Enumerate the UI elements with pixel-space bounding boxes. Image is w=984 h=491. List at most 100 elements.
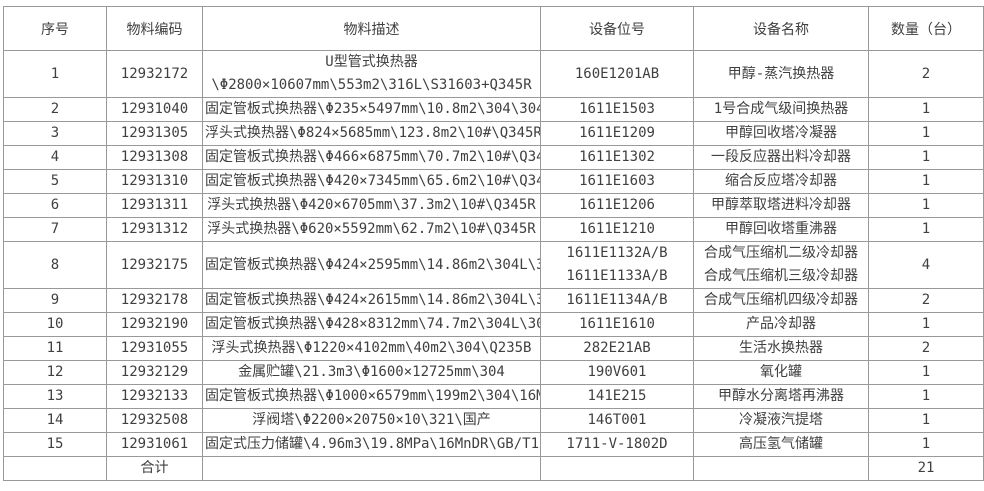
cell-equipment-tag: 1611E1603 (540, 169, 694, 194)
cell-seq: 1 (3, 50, 107, 98)
cell-seq: 3 (3, 121, 107, 146)
cell-equipment-tag: 1611E1302 (540, 145, 694, 170)
cell-equipment-tag: 282E21AB (540, 336, 694, 361)
cell-material-code: 12932172 (106, 50, 203, 98)
cell-equipment-name: 甲醇水分离塔再沸器 (693, 384, 869, 409)
cell-quantity: 1 (868, 145, 984, 170)
cell-quantity: 21 (868, 456, 984, 481)
cell-material-code: 12931061 (106, 432, 203, 457)
table-row: 7 12931312 浮头式换热器\Φ620×5592mm\62.7m2\10#… (3, 217, 984, 242)
cell-quantity: 1 (868, 217, 984, 242)
cell-material-code: 12932175 (106, 241, 203, 289)
cell-seq: 10 (3, 312, 107, 337)
equipment-table: 序号 物料编码 物料描述 设备位号 设备名称 数量（台） 1 12932172 … (3, 6, 984, 481)
col-header-equipment-tag: 设备位号 (540, 6, 694, 51)
cell-seq: 5 (3, 169, 107, 194)
cell-seq: 6 (3, 193, 107, 218)
cell-seq: 9 (3, 288, 107, 313)
cell-seq: 13 (3, 384, 107, 409)
cell-equipment-tag (540, 456, 694, 481)
cell-equipment-tag: 1611E1503 (540, 97, 694, 122)
cell-seq: 11 (3, 336, 107, 361)
cell-quantity: 2 (868, 336, 984, 361)
cell-equipment-tag: 1611E1210 (540, 217, 694, 242)
cell-seq: 4 (3, 145, 107, 170)
cell-equipment-name: 生活水换热器 (693, 336, 869, 361)
cell-equipment-tag: 1611E1134A/B (540, 288, 694, 313)
cell-quantity: 1 (868, 360, 984, 385)
table-row: 6 12931311 浮头式换热器\Φ420×6705mm\37.3m2\10#… (3, 193, 984, 218)
cell-equipment-tag: 1611E1209 (540, 121, 694, 146)
cell-seq (3, 456, 107, 481)
cell-seq: 7 (3, 217, 107, 242)
cell-equipment-name: 甲醇-蒸汽换热器 (693, 50, 869, 98)
cell-material-code: 12931305 (106, 121, 203, 146)
cell-material-code: 12932133 (106, 384, 203, 409)
col-header-equipment-name: 设备名称 (693, 6, 869, 51)
cell-equipment-tag: 190V601 (540, 360, 694, 385)
cell-quantity: 1 (868, 169, 984, 194)
cell-quantity: 1 (868, 121, 984, 146)
cell-material-code: 12932508 (106, 408, 203, 433)
cell-quantity: 2 (868, 50, 984, 98)
cell-equipment-tag: 146T001 (540, 408, 694, 433)
cell-equipment-name: 甲醇萃取塔进料冷却器 (693, 193, 869, 218)
table-row: 15 12931061 固定式压力储罐\4.96m3\19.8MPa\16MnD… (3, 432, 984, 457)
cell-material-code: 12932190 (106, 312, 203, 337)
cell-equipment-tag: 1611E1132A/B 1611E1133A/B (540, 241, 694, 289)
cell-equipment-name (693, 456, 869, 481)
cell-quantity: 2 (868, 288, 984, 313)
cell-equipment-name: 产品冷却器 (693, 312, 869, 337)
cell-material-desc: 固定管板式换热器\Φ466×6875mm\70.7m2\10#\Q345R (202, 145, 541, 170)
cell-material-desc: 浮头式换热器\Φ420×6705mm\37.3m2\10#\Q345R (202, 193, 541, 218)
cell-quantity: 1 (868, 193, 984, 218)
cell-seq: 2 (3, 97, 107, 122)
cell-equipment-tag: 1611E1206 (540, 193, 694, 218)
cell-material-desc: 浮头式换热器\Φ824×5685mm\123.8m2\10#\Q345R (202, 121, 541, 146)
cell-equipment-name: 合成气压缩机四级冷却器 (693, 288, 869, 313)
cell-equipment-name: 合成气压缩机二级冷却器 合成气压缩机三级冷却器 (693, 241, 869, 289)
cell-equipment-tag: 1711-V-1802D (540, 432, 694, 457)
cell-quantity: 1 (868, 384, 984, 409)
cell-seq: 14 (3, 408, 107, 433)
table-row: 5 12931310 固定管板式换热器\Φ420×7345mm\65.6m2\1… (3, 169, 984, 194)
cell-material-desc: 固定管板式换热器\Φ1000×6579mm\199m2\304\16Mn (202, 384, 541, 409)
cell-material-code: 12932178 (106, 288, 203, 313)
cell-equipment-name: 甲醇回收塔重沸器 (693, 217, 869, 242)
table-row: 3 12931305 浮头式换热器\Φ824×5685mm\123.8m2\10… (3, 121, 984, 146)
col-header-material-desc: 物料描述 (202, 6, 541, 51)
col-header-seq: 序号 (3, 6, 107, 51)
table-row: 14 12932508 浮阀塔\Φ2200×20750×10\321\国产 14… (3, 408, 984, 433)
cell-material-desc: 固定管板式换热器\Φ424×2615mm\14.86m2\304L\304L (202, 288, 541, 313)
col-header-quantity: 数量（台） (868, 6, 984, 51)
cell-quantity: 1 (868, 97, 984, 122)
table-row: 9 12932178 固定管板式换热器\Φ424×2615mm\14.86m2\… (3, 288, 984, 313)
cell-material-code: 12931311 (106, 193, 203, 218)
cell-material-code: 12931040 (106, 97, 203, 122)
cell-equipment-name: 1号合成气级间换热器 (693, 97, 869, 122)
table-row: 2 12931040 固定管板式换热器\Φ235×5497mm\10.8m2\3… (3, 97, 984, 122)
cell-material-desc: 浮头式换热器\Φ620×5592mm\62.7m2\10#\Q345R (202, 217, 541, 242)
cell-material-desc: 固定管板式换热器\Φ420×7345mm\65.6m2\10#\Q345R (202, 169, 541, 194)
cell-material-code: 12931308 (106, 145, 203, 170)
cell-material-desc: 固定管板式换热器\Φ424×2595mm\14.86m2\304L\304L (202, 241, 541, 289)
cell-equipment-tag: 1611E1610 (540, 312, 694, 337)
table-row: 8 12932175 固定管板式换热器\Φ424×2595mm\14.86m2\… (3, 241, 984, 289)
cell-equipment-name: 冷凝液汽提塔 (693, 408, 869, 433)
cell-material-code: 12931055 (106, 336, 203, 361)
table-row: 4 12931308 固定管板式换热器\Φ466×6875mm\70.7m2\1… (3, 145, 984, 170)
cell-material-code: 12931312 (106, 217, 203, 242)
cell-material-desc: 浮头式换热器\Φ1220×4102mm\40m2\304\Q235B (202, 336, 541, 361)
cell-material-code: 合计 (106, 456, 203, 481)
cell-material-desc: U型管式换热器 \Φ2800×10607mm\553m2\316L\S31603+… (202, 50, 541, 98)
cell-seq: 12 (3, 360, 107, 385)
cell-equipment-name: 缩合反应塔冷却器 (693, 169, 869, 194)
cell-material-desc: 固定管板式换热器\Φ428×8312mm\74.7m2\304L\304L (202, 312, 541, 337)
cell-material-desc: 固定管板式换热器\Φ235×5497mm\10.8m2\304\304 (202, 97, 541, 122)
header-row: 序号 物料编码 物料描述 设备位号 设备名称 数量（台） (3, 6, 984, 51)
table-row: 12 12932129 金属贮罐\21.3m3\Φ1600×12725mm\30… (3, 360, 984, 385)
table-row: 13 12932133 固定管板式换热器\Φ1000×6579mm\199m2\… (3, 384, 984, 409)
cell-material-desc: 浮阀塔\Φ2200×20750×10\321\国产 (202, 408, 541, 433)
cell-equipment-name: 氧化罐 (693, 360, 869, 385)
